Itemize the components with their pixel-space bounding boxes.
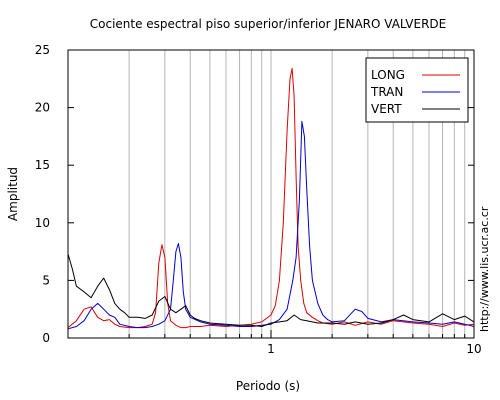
chart-legend: LONG TRAN VERT <box>365 57 469 123</box>
series-layer <box>67 67 475 330</box>
legend-label-vert: VERT <box>371 102 402 116</box>
y-axis-label: Amplitud <box>6 167 20 221</box>
x-axis-ticks: 1 10 <box>128 330 482 356</box>
legend-box <box>365 57 469 123</box>
series-line-vert <box>67 253 475 327</box>
y-tick-label: 10 <box>35 216 50 230</box>
chart-title: Cociente espectral piso superior/inferio… <box>90 17 447 31</box>
y-tick-label: 25 <box>35 43 50 57</box>
plot-frame <box>67 49 475 339</box>
y-tick-label: 5 <box>42 273 50 287</box>
x-axis-label: Periodo (s) <box>236 379 300 393</box>
watermark-url: http://www.lis.ucr.ac.cr <box>478 206 491 332</box>
x-tick-label: 1 <box>267 342 275 356</box>
y-tick-label: 15 <box>35 158 50 172</box>
series-line-long <box>67 67 475 329</box>
y-tick-label: 0 <box>42 331 50 345</box>
legend-label-tran: TRAN <box>370 85 403 99</box>
y-tick-label: 20 <box>35 101 50 115</box>
x-tick-label: 10 <box>466 342 481 356</box>
legend-label-long: LONG <box>371 68 405 82</box>
